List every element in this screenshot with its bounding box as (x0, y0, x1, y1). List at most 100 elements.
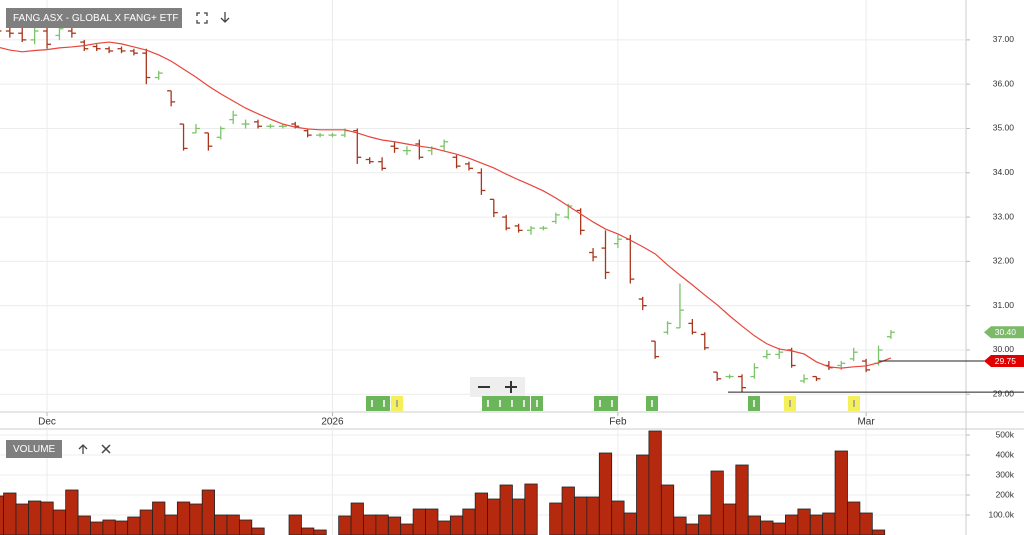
volume-bar (722, 503, 737, 535)
move-up-icon[interactable] (78, 444, 88, 454)
volume-bar (859, 512, 873, 535)
volume-bar (102, 519, 116, 535)
volume-bar (809, 514, 824, 535)
volume-bar (201, 489, 215, 535)
volume-bar (65, 489, 79, 535)
volume-bar (90, 521, 104, 535)
volume-bar (760, 520, 774, 535)
volume-bar (226, 514, 240, 535)
volume-bar (660, 484, 675, 535)
volume-bar (214, 514, 228, 535)
y-tick-label: 33.00 (993, 211, 1015, 221)
y-tick-label: 300k (996, 469, 1015, 479)
volume-bar (586, 496, 600, 535)
event-markers (366, 396, 860, 411)
volume-bar (52, 509, 67, 535)
volume-bar (350, 502, 364, 535)
volume-bar (387, 516, 402, 535)
y-tick-label: 35.00 (993, 123, 1015, 133)
x-tick-label: Mar (857, 417, 875, 428)
volume-bar (301, 527, 315, 535)
price-badge-label: 29.75 (995, 356, 1017, 366)
x-tick-label: Dec (38, 417, 56, 428)
volume-bar (15, 503, 29, 535)
y-tick-label: 34.00 (993, 167, 1015, 177)
moving-average-line (0, 41, 892, 369)
volume-bar (598, 452, 613, 535)
y-tick-label: 30.00 (993, 344, 1015, 354)
volume-bar (189, 503, 203, 535)
volume-bar (685, 523, 699, 535)
y-tick-label: 32.00 (993, 256, 1015, 266)
volume-bar (561, 486, 575, 535)
expand-icon[interactable] (196, 12, 208, 24)
zoom-in[interactable] (505, 381, 517, 393)
volume-bar (400, 523, 414, 535)
volume-bar (139, 509, 153, 535)
y-tick-label: 400k (996, 449, 1015, 459)
volume-bar (735, 464, 749, 535)
volume-bar (648, 430, 662, 535)
volume-bar (152, 501, 166, 535)
price-badge (984, 326, 1024, 339)
x-tick-label: Feb (609, 417, 627, 428)
volume-bar (363, 514, 377, 535)
volume-bar (164, 514, 178, 535)
volume-bar (524, 483, 538, 535)
volume-bar (288, 514, 302, 535)
volume-bar (847, 501, 861, 535)
volume-bar (747, 515, 762, 535)
y-tick-label: 500k (996, 429, 1015, 439)
volume-bar (313, 529, 327, 535)
volume-bar (77, 515, 91, 535)
volume-bar (114, 520, 129, 535)
zoom-controls (470, 377, 525, 397)
volume-bar (462, 508, 476, 535)
volume-bar (437, 520, 451, 535)
download-icon[interactable] (220, 12, 230, 23)
volume-bar (871, 529, 886, 535)
volume-bar (0, 495, 5, 535)
volume-bar (251, 527, 265, 535)
volume-bar (176, 501, 191, 535)
volume-title: VOLUME (13, 444, 56, 455)
volume-bar (797, 508, 811, 535)
volume-bar (425, 508, 439, 535)
volume-label-bg[interactable] (6, 440, 62, 458)
y-tick-label: 37.00 (993, 34, 1015, 44)
volume-bar (574, 496, 588, 535)
y-tick-label: 29.00 (993, 389, 1015, 399)
y-tick-label: 36.00 (993, 78, 1015, 88)
volume-bar (28, 500, 42, 535)
volume-bar (611, 500, 625, 535)
volume-bar (449, 515, 464, 535)
volume-bar (40, 501, 54, 535)
volume-bar (238, 519, 253, 535)
volume-bar (338, 515, 352, 535)
volume-bar (487, 498, 501, 535)
volume-bar (698, 514, 712, 535)
volume-bar (549, 502, 563, 535)
volume-bar (127, 516, 141, 535)
volume-bar (375, 514, 389, 535)
volume-bar (636, 454, 650, 535)
close-icon[interactable] (101, 444, 111, 454)
volume-bar (3, 492, 17, 535)
volume-bar (673, 516, 687, 535)
price-badge (984, 355, 1024, 368)
y-tick-label: 100.0k (988, 509, 1014, 519)
symbol-label-bg[interactable] (6, 8, 182, 28)
volume-bar (772, 522, 786, 535)
volume-bar (412, 508, 426, 535)
volume-bar (474, 492, 488, 535)
volume-bar (822, 512, 836, 535)
volume-bar (834, 450, 848, 535)
x-tick-label: 2026 (321, 417, 344, 428)
volume-bar (512, 498, 526, 535)
y-tick-label: 200k (996, 489, 1015, 499)
volume-bar (785, 514, 799, 535)
volume-bar (710, 470, 724, 535)
volume-bar (499, 484, 513, 535)
chart-title: FANG.ASX - GLOBAL X FANG+ ETF (13, 13, 179, 24)
